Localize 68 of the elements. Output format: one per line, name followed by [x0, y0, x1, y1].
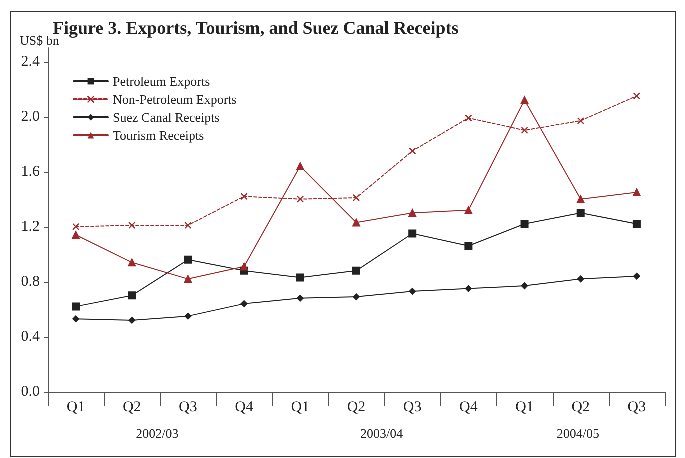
- y-tick-label: 1.6: [21, 164, 40, 180]
- point: [128, 292, 136, 300]
- point: [128, 316, 136, 324]
- x-tick-label: Q2: [347, 400, 366, 416]
- point: [576, 209, 585, 218]
- point: [576, 195, 585, 204]
- point: [296, 294, 304, 302]
- y-tick-label: 0.0: [21, 384, 40, 400]
- point: [128, 258, 136, 267]
- point: [240, 262, 248, 271]
- point: [72, 302, 80, 311]
- x-tick-label: Q1: [66, 400, 86, 416]
- point: [633, 272, 640, 280]
- point: [352, 266, 360, 275]
- x-tick-label: Q3: [179, 400, 198, 416]
- point: [184, 222, 192, 230]
- y-tick-label: 1.2: [21, 218, 40, 235]
- x-tick-label: Q2: [122, 400, 142, 416]
- point: [296, 162, 304, 170]
- point: [184, 312, 192, 320]
- x-tick-label: Q2: [572, 400, 590, 416]
- point: [353, 294, 360, 301]
- point: [184, 275, 192, 284]
- point: [128, 222, 136, 230]
- point: [520, 96, 529, 104]
- point: [464, 206, 473, 214]
- x-tick-label: Q1: [291, 400, 310, 416]
- x-tick-label: Q4: [460, 400, 478, 416]
- point: [408, 209, 417, 218]
- point: [184, 256, 192, 264]
- point: [464, 242, 473, 250]
- point: [352, 194, 360, 202]
- legend-label: Petroleum Exports: [113, 74, 210, 89]
- point: [465, 285, 472, 292]
- text: 2002/03: [136, 426, 179, 441]
- point: [632, 220, 641, 228]
- point: [72, 231, 80, 240]
- y-tick-label: 2.0: [21, 108, 40, 125]
- point: [409, 288, 416, 296]
- point: [520, 220, 529, 228]
- point: [577, 276, 584, 283]
- point: [408, 148, 416, 155]
- x-tick-label: Q1: [516, 400, 534, 416]
- point: [296, 196, 304, 203]
- x-tick-label: Q3: [628, 400, 646, 416]
- point: [352, 218, 360, 227]
- x-tick-label: Q3: [403, 400, 422, 416]
- x-tick-label: Q4: [235, 400, 254, 416]
- point: [521, 126, 528, 134]
- point: [521, 282, 528, 290]
- text: 2004/05: [556, 426, 600, 441]
- y-tick-label: 2.4: [21, 54, 40, 70]
- point: [240, 193, 248, 200]
- y-tick-label: 0.8: [21, 274, 40, 290]
- point: [240, 300, 248, 308]
- point: [72, 223, 80, 230]
- point: [633, 92, 641, 100]
- point: [632, 188, 641, 196]
- point: [296, 274, 304, 282]
- point: [465, 114, 472, 122]
- text: 2003/04: [360, 426, 404, 441]
- legend-label: Non-Petroleum Exports: [113, 92, 237, 107]
- legend-label: Suez Canal Receipts: [113, 110, 220, 125]
- legend-label: Tourism Receipts: [113, 128, 204, 143]
- point: [72, 316, 80, 323]
- point: [577, 117, 584, 125]
- y-tick-label: 0.4: [21, 328, 40, 345]
- point: [408, 230, 417, 238]
